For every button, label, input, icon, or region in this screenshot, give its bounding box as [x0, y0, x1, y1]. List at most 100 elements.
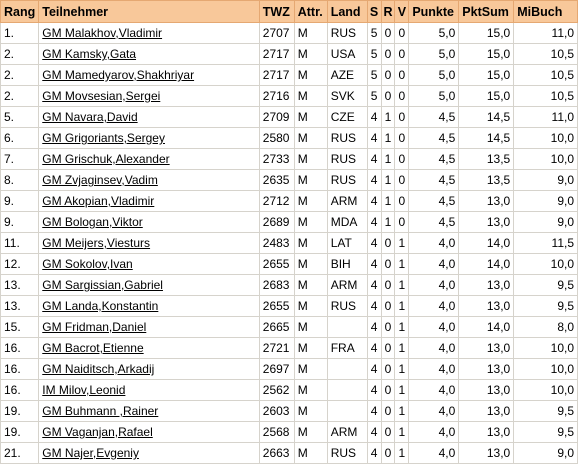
mibuch-cell: 9,0: [513, 211, 578, 233]
player-link[interactable]: GM Sokolov,Ivan: [42, 257, 133, 271]
losses-cell: 1: [394, 232, 410, 254]
draws-cell: 0: [380, 337, 396, 359]
attr-cell: M: [293, 232, 328, 254]
player-cell: GM Meijers,Viesturs: [38, 232, 260, 254]
table-row: 13. GM Landa,Konstantin 2655 M RUS 4 0 1 4,0 13,0…: [0, 295, 578, 317]
draws-cell: 1: [380, 190, 396, 212]
player-link[interactable]: GM Bologan,Viktor: [42, 215, 143, 229]
attr-cell: M: [293, 400, 328, 422]
rating-cell: 2655: [258, 253, 295, 275]
header-pktsum[interactable]: PktSum: [458, 0, 515, 23]
header-s[interactable]: S: [366, 0, 382, 23]
rank-cell: 16.: [0, 379, 40, 401]
player-cell: GM Akopian,Vladimir: [38, 190, 260, 212]
header-country[interactable]: Land: [326, 0, 368, 23]
mibuch-cell: 10,5: [513, 85, 578, 107]
wins-cell: 5: [366, 64, 382, 86]
points-cell: 5,0: [408, 85, 460, 107]
player-link[interactable]: GM Grischuk,Alexander: [42, 152, 170, 166]
mibuch-cell: 10,0: [513, 358, 578, 380]
losses-cell: 1: [394, 442, 410, 464]
losses-cell: 0: [394, 127, 410, 149]
player-link[interactable]: GM Akopian,Vladimir: [42, 194, 155, 208]
points-cell: 4,5: [408, 190, 460, 212]
table-row: 16. GM Naiditsch,Arkadij 2697 M 4 0 1 4,0 13,0 10…: [0, 358, 578, 380]
player-link[interactable]: GM Buhmann ,Rainer: [42, 404, 159, 418]
player-link[interactable]: GM Zvjaginsev,Vadim: [42, 173, 158, 187]
player-link[interactable]: GM Bacrot,Etienne: [42, 341, 144, 355]
header-attr[interactable]: Attr.: [293, 0, 328, 23]
player-link[interactable]: GM Grigoriants,Sergey: [42, 131, 165, 145]
country-cell: BIH: [326, 253, 368, 275]
player-cell: GM Zvjaginsev,Vadim: [38, 169, 260, 191]
table-row: 6. GM Grigoriants,Sergey 2580 M RUS 4 1 0 4,5 14,…: [0, 127, 578, 149]
player-link[interactable]: GM Kamsky,Gata: [42, 47, 137, 61]
pktsum-cell: 13,0: [458, 190, 515, 212]
mibuch-cell: 10,5: [513, 43, 578, 65]
header-v[interactable]: V: [394, 0, 410, 23]
wins-cell: 4: [366, 358, 382, 380]
draws-cell: 1: [380, 127, 396, 149]
losses-cell: 1: [394, 316, 410, 338]
table-row: 11. GM Meijers,Viesturs 2483 M LAT 4 0 1 4,0 14,0…: [0, 232, 578, 254]
losses-cell: 1: [394, 295, 410, 317]
losses-cell: 1: [394, 358, 410, 380]
player-link[interactable]: GM Najer,Evgeniy: [42, 446, 139, 460]
rating-cell: 2721: [258, 337, 295, 359]
pktsum-cell: 13,0: [458, 211, 515, 233]
player-link[interactable]: GM Sargissian,Gabriel: [42, 278, 163, 292]
attr-cell: M: [293, 421, 328, 443]
attr-cell: M: [293, 169, 328, 191]
points-cell: 4,0: [408, 316, 460, 338]
player-link[interactable]: GM Malakhov,Vladimir: [42, 26, 163, 40]
rating-cell: 2683: [258, 274, 295, 296]
attr-cell: M: [293, 106, 328, 128]
mibuch-cell: 9,0: [513, 442, 578, 464]
player-link[interactable]: GM Fridman,Daniel: [42, 320, 147, 334]
losses-cell: 1: [394, 421, 410, 443]
header-player[interactable]: Teilnehmer: [38, 0, 260, 23]
rank-cell: 15.: [0, 316, 40, 338]
player-cell: GM Najer,Evgeniy: [38, 442, 260, 464]
draws-cell: 0: [380, 253, 396, 275]
rating-cell: 2663: [258, 442, 295, 464]
player-link[interactable]: GM Movsesian,Sergei: [42, 89, 161, 103]
header-points[interactable]: Punkte: [408, 0, 460, 23]
rank-cell: 19.: [0, 400, 40, 422]
country-cell: FRA: [326, 337, 368, 359]
pktsum-cell: 13,0: [458, 442, 515, 464]
table-row: 13. GM Sargissian,Gabriel 2683 M ARM 4 0 1 4,0 13…: [0, 274, 578, 296]
player-link[interactable]: GM Naiditsch,Arkadij: [42, 362, 155, 376]
losses-cell: 0: [394, 148, 410, 170]
player-link[interactable]: IM Milov,Leonid: [42, 383, 126, 397]
table-row: 5. GM Navara,David 2709 M CZE 4 1 0 4,5 14,5 11,0: [0, 106, 578, 128]
rating-cell: 2635: [258, 169, 295, 191]
header-r[interactable]: R: [380, 0, 396, 23]
rating-cell: 2697: [258, 358, 295, 380]
player-link[interactable]: GM Navara,David: [42, 110, 138, 124]
table-row: 2. GM Kamsky,Gata 2717 M USA 5 0 0 5,0 15,0 10,5: [0, 43, 578, 65]
draws-cell: 0: [380, 421, 396, 443]
player-link[interactable]: GM Landa,Konstantin: [42, 299, 159, 313]
rating-cell: 2707: [258, 22, 295, 44]
pktsum-cell: 14,0: [458, 232, 515, 254]
mibuch-cell: 10,5: [513, 64, 578, 86]
points-cell: 5,0: [408, 22, 460, 44]
player-link[interactable]: GM Mamedyarov,Shakhriyar: [42, 68, 195, 82]
points-cell: 4,0: [408, 379, 460, 401]
pktsum-cell: 13,5: [458, 169, 515, 191]
points-cell: 4,0: [408, 442, 460, 464]
player-link[interactable]: GM Meijers,Viesturs: [42, 236, 151, 250]
rating-cell: 2568: [258, 421, 295, 443]
header-twz[interactable]: TWZ: [258, 0, 295, 23]
attr-cell: M: [293, 274, 328, 296]
player-cell: GM Fridman,Daniel: [38, 316, 260, 338]
wins-cell: 4: [366, 295, 382, 317]
pktsum-cell: 14,0: [458, 253, 515, 275]
header-rank[interactable]: Rang: [0, 0, 40, 23]
player-link[interactable]: GM Vaganjan,Rafael: [42, 425, 153, 439]
draws-cell: 0: [380, 274, 396, 296]
header-mibuch[interactable]: MiBuch: [513, 0, 578, 23]
wins-cell: 4: [366, 379, 382, 401]
